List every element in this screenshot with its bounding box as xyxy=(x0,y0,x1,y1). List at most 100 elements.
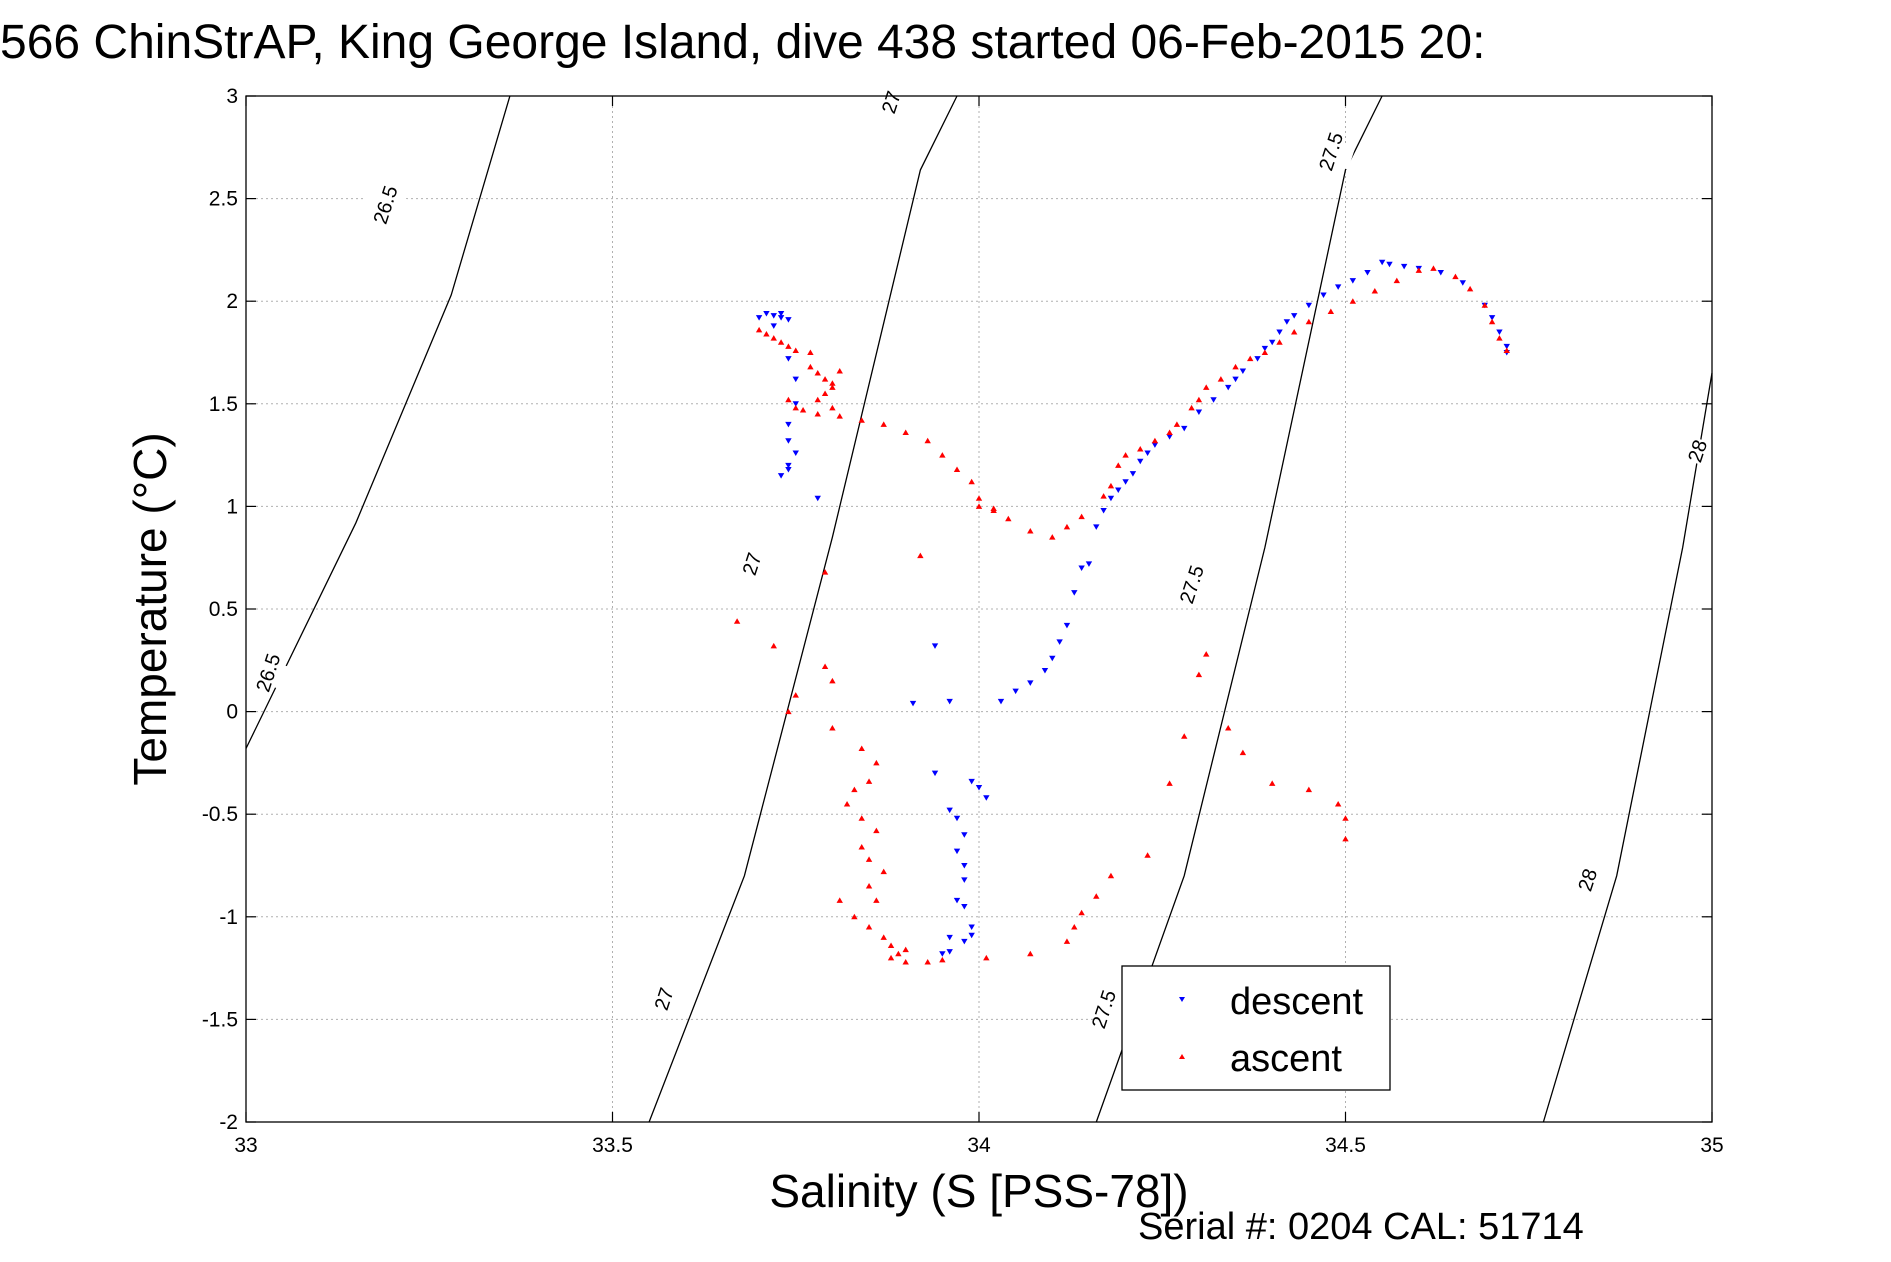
ascent-point xyxy=(1078,513,1085,520)
ascent-point xyxy=(1503,347,1510,353)
descent-point xyxy=(1232,376,1239,383)
x-tick-label: 34.5 xyxy=(1325,1134,1366,1157)
ascent-point xyxy=(777,339,785,345)
contour-label-mask xyxy=(243,654,293,691)
descent-point xyxy=(1151,442,1159,448)
contour-label-mask xyxy=(1078,990,1129,1028)
ascent-point xyxy=(1305,318,1313,325)
ascent-point xyxy=(1115,462,1122,468)
legend-descent-label: descent xyxy=(1230,981,1364,1023)
descent-point xyxy=(946,698,953,705)
descent-point xyxy=(792,401,799,407)
ascent-point xyxy=(1049,534,1056,540)
ascent-point xyxy=(873,897,880,903)
y-tick-label: 1 xyxy=(226,495,238,518)
descent-point xyxy=(1107,495,1115,502)
descent-point xyxy=(777,311,785,317)
descent-point xyxy=(946,949,953,955)
descent-point xyxy=(1364,269,1371,276)
descent-point xyxy=(953,897,961,904)
descent-point xyxy=(1093,524,1100,530)
ascent-point xyxy=(1107,482,1115,489)
descent-point xyxy=(1129,471,1137,477)
descent-point xyxy=(777,315,785,321)
descent-point xyxy=(1115,487,1122,493)
ascent-point xyxy=(814,411,821,417)
descent-point xyxy=(1320,292,1327,299)
ascent-point xyxy=(1488,318,1496,325)
y-axis-ticks: 3 2.5 2 1.5 1 0.5 0 -0.5 -1 -1.5 -2 xyxy=(202,85,1712,1134)
descent-point xyxy=(785,356,792,362)
y-tick-label: 1.5 xyxy=(209,393,238,416)
ascent-point xyxy=(1269,780,1276,786)
descent-point xyxy=(1137,458,1144,465)
contour-label-mask xyxy=(639,980,689,1018)
descent-point xyxy=(777,473,785,479)
descent-series xyxy=(755,259,1510,957)
descent-point xyxy=(1503,343,1510,350)
y-tick-label: 0 xyxy=(226,701,238,724)
ascent-point xyxy=(1166,780,1173,786)
density-contour-line xyxy=(648,95,958,1123)
ascent-point xyxy=(1071,924,1078,930)
ascent-point xyxy=(1349,298,1357,304)
ascent-point xyxy=(1327,308,1335,314)
ascent-point xyxy=(1481,302,1488,308)
ascent-point xyxy=(1342,835,1349,842)
ascent-point xyxy=(792,404,799,411)
ascent-point xyxy=(1181,733,1188,739)
descent-point xyxy=(1144,450,1151,457)
ascent-point xyxy=(873,827,880,834)
descent-point xyxy=(909,700,917,707)
ascent-point xyxy=(1225,725,1232,731)
ascent-point xyxy=(755,326,763,333)
ascent-series xyxy=(733,265,1510,965)
ascent-point xyxy=(880,868,887,875)
ascent-point xyxy=(1276,339,1283,345)
ascent-point xyxy=(1063,938,1071,944)
descent-point xyxy=(953,848,961,855)
x-tick-label: 33 xyxy=(234,1134,257,1157)
ascent-point xyxy=(770,335,777,341)
ascent-point xyxy=(887,954,895,961)
ascent-point xyxy=(902,958,909,965)
ascent-point xyxy=(785,396,792,403)
ascent-point xyxy=(836,367,843,374)
ascent-point xyxy=(865,778,873,784)
density-contour-line xyxy=(1095,95,1383,1123)
descent-point xyxy=(1166,434,1173,440)
ascent-point xyxy=(1452,273,1459,280)
ascent-point xyxy=(814,370,821,376)
ascent-point xyxy=(829,725,836,731)
y-tick-label: 2.5 xyxy=(209,188,238,211)
descent-point xyxy=(770,313,777,319)
ascent-point xyxy=(792,347,799,353)
ascent-point xyxy=(975,503,983,509)
contour-label-mask xyxy=(1562,861,1613,899)
legend-box xyxy=(1121,965,1391,1091)
ascent-point xyxy=(814,396,821,403)
descent-point xyxy=(968,778,975,785)
ascent-point xyxy=(1093,893,1100,899)
ascent-point xyxy=(821,569,829,575)
contour-label-mask xyxy=(866,83,916,121)
ascent-point xyxy=(770,642,777,649)
descent-point xyxy=(1305,302,1313,309)
y-tick-label: 0.5 xyxy=(209,598,238,621)
legend-ascent-label: ascent xyxy=(1230,1038,1342,1080)
descent-point xyxy=(1027,680,1034,686)
descent-point xyxy=(1071,590,1078,596)
ascent-point xyxy=(902,429,909,436)
descent-point xyxy=(961,863,968,869)
ascent-point xyxy=(975,495,983,501)
descent-point xyxy=(961,877,968,883)
x-tick-label: 33.5 xyxy=(592,1134,633,1157)
ascent-point xyxy=(1203,384,1210,390)
descent-point xyxy=(1496,329,1503,335)
ascent-point xyxy=(1334,800,1342,807)
ascent-point xyxy=(785,708,792,715)
descent-point xyxy=(770,323,777,329)
descent-point xyxy=(1239,368,1247,374)
x-axis-label: Salinity (S [PSS-78]) xyxy=(769,1165,1188,1217)
contour-label-mask xyxy=(1306,133,1356,170)
